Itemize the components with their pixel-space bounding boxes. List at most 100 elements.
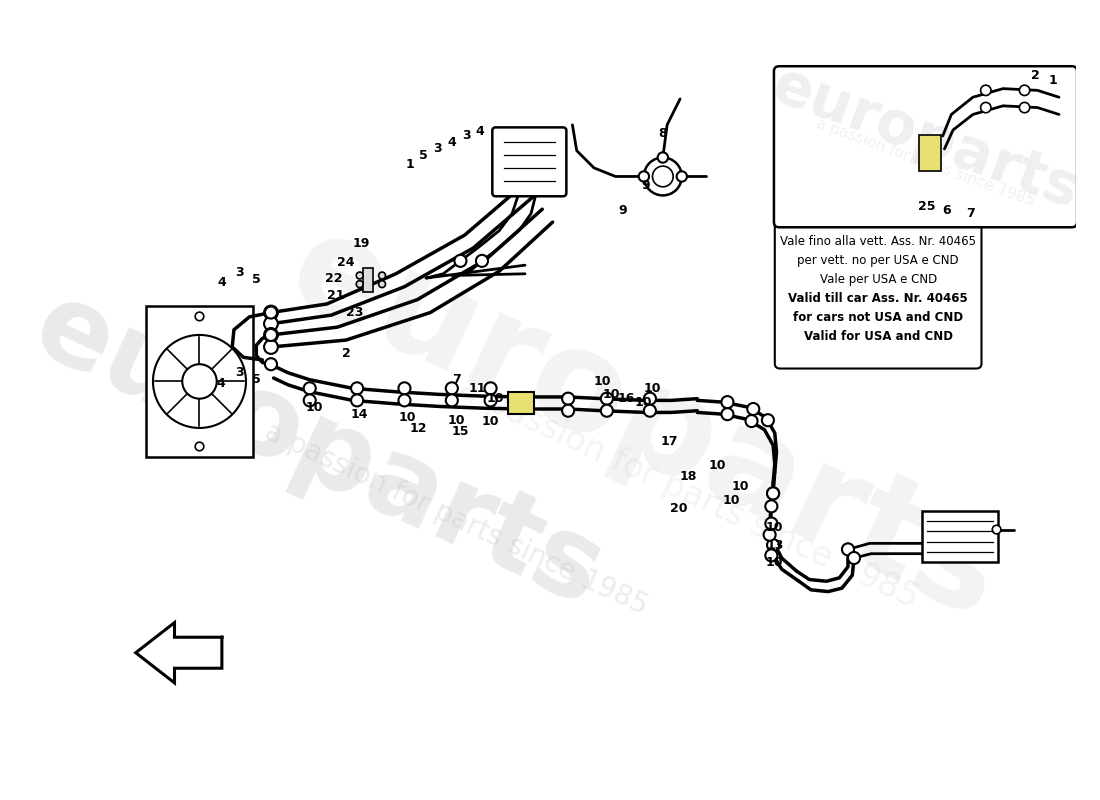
Text: 10: 10 [306, 401, 322, 414]
Text: 3: 3 [433, 142, 441, 155]
Text: 10: 10 [448, 414, 465, 426]
Circle shape [356, 272, 363, 279]
Text: Vale fino alla vett. Ass. Nr. 40465: Vale fino alla vett. Ass. Nr. 40465 [780, 235, 976, 249]
Circle shape [195, 312, 204, 321]
Circle shape [264, 317, 278, 330]
Text: europarts: europarts [270, 201, 1022, 648]
Circle shape [1020, 102, 1030, 113]
Text: 4: 4 [217, 377, 226, 390]
Circle shape [183, 364, 217, 398]
Text: 3: 3 [234, 266, 243, 278]
Text: 10: 10 [723, 494, 740, 506]
Circle shape [304, 382, 316, 394]
Circle shape [644, 393, 656, 405]
Circle shape [766, 518, 778, 530]
Circle shape [264, 306, 278, 319]
Text: 15: 15 [452, 425, 470, 438]
Circle shape [195, 442, 204, 450]
Text: 1: 1 [1048, 74, 1057, 86]
Circle shape [762, 414, 774, 426]
Circle shape [767, 487, 779, 499]
Circle shape [676, 171, 686, 182]
Text: 17: 17 [661, 435, 679, 448]
Text: 7: 7 [966, 207, 975, 220]
Text: europarts: europarts [764, 56, 1087, 220]
Text: 12: 12 [409, 422, 427, 435]
FancyBboxPatch shape [922, 511, 999, 562]
Circle shape [446, 394, 458, 406]
Text: 10: 10 [635, 396, 652, 409]
FancyBboxPatch shape [508, 392, 534, 414]
Circle shape [264, 328, 278, 342]
Text: 24: 24 [337, 256, 354, 269]
Text: Vale per USA e CND: Vale per USA e CND [820, 274, 937, 286]
Circle shape [722, 408, 734, 420]
Circle shape [454, 255, 466, 267]
Text: 11: 11 [469, 382, 486, 395]
Polygon shape [135, 622, 222, 683]
Circle shape [562, 405, 574, 417]
Text: 20: 20 [670, 502, 688, 515]
Circle shape [398, 382, 410, 394]
Text: 10: 10 [732, 480, 749, 493]
Circle shape [767, 487, 779, 499]
Circle shape [639, 171, 649, 182]
Text: 9: 9 [641, 178, 650, 191]
Text: 5: 5 [252, 274, 261, 286]
Text: a passion for parts since 1985: a passion for parts since 1985 [814, 116, 1036, 209]
Text: 10: 10 [603, 388, 620, 401]
FancyBboxPatch shape [493, 127, 566, 196]
Circle shape [746, 415, 758, 427]
Circle shape [485, 382, 496, 394]
Text: europarts: europarts [18, 272, 619, 629]
Text: 2: 2 [342, 347, 351, 360]
Circle shape [562, 393, 574, 405]
Text: 19: 19 [353, 237, 370, 250]
Text: per vett. no per USA e CND: per vett. no per USA e CND [798, 254, 959, 267]
Circle shape [766, 500, 778, 512]
Circle shape [1020, 85, 1030, 95]
FancyBboxPatch shape [774, 66, 1077, 227]
Circle shape [356, 281, 363, 287]
Text: 10: 10 [708, 459, 726, 472]
Text: 3: 3 [462, 130, 471, 142]
Text: 2: 2 [1032, 70, 1041, 82]
Text: 10: 10 [766, 556, 783, 569]
FancyBboxPatch shape [918, 135, 940, 171]
FancyBboxPatch shape [774, 222, 981, 369]
Circle shape [842, 543, 854, 555]
Circle shape [153, 335, 246, 428]
Circle shape [848, 552, 860, 564]
Text: 8: 8 [659, 127, 667, 140]
Text: 13: 13 [766, 538, 783, 551]
Text: 7: 7 [452, 374, 461, 386]
Text: 16: 16 [618, 392, 636, 405]
Text: 22: 22 [326, 271, 342, 285]
Text: 10: 10 [486, 392, 504, 405]
Circle shape [658, 152, 668, 162]
Text: 4: 4 [218, 276, 227, 289]
Circle shape [485, 394, 496, 406]
FancyBboxPatch shape [363, 268, 374, 292]
Text: 5: 5 [419, 150, 428, 162]
Text: a passion for parts since 1985: a passion for parts since 1985 [453, 372, 924, 615]
Circle shape [351, 382, 363, 394]
Text: 10: 10 [482, 414, 499, 427]
Circle shape [747, 403, 759, 415]
Text: 10: 10 [644, 382, 661, 395]
Text: 5: 5 [252, 374, 261, 386]
Circle shape [992, 526, 1001, 534]
Text: a passion for parts since 1985: a passion for parts since 1985 [260, 418, 652, 621]
Circle shape [446, 382, 458, 394]
Circle shape [652, 166, 673, 187]
Circle shape [476, 255, 488, 267]
Circle shape [265, 306, 277, 318]
Text: 6: 6 [943, 203, 951, 217]
Text: 4: 4 [448, 135, 456, 149]
Text: 21: 21 [327, 289, 344, 302]
Text: 4: 4 [476, 125, 485, 138]
Circle shape [264, 340, 278, 354]
Text: 14: 14 [351, 408, 369, 421]
Text: 25: 25 [918, 200, 936, 213]
FancyBboxPatch shape [145, 306, 253, 457]
